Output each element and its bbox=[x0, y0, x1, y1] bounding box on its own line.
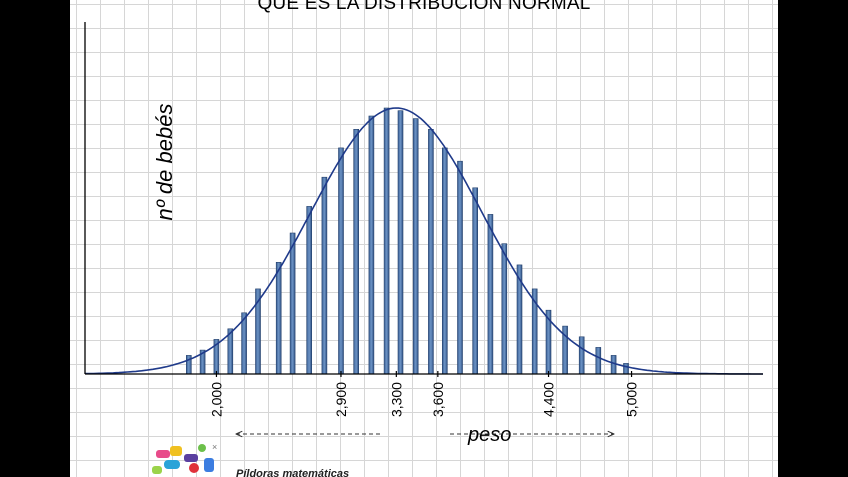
bar bbox=[353, 129, 360, 375]
x-tick-label: 4,400 bbox=[541, 382, 557, 417]
svg-text:×: × bbox=[212, 442, 217, 452]
normal-curve bbox=[85, 107, 763, 375]
bar bbox=[457, 160, 463, 375]
bar bbox=[610, 355, 617, 375]
bar bbox=[383, 107, 390, 375]
x-tick-label: 5,000 bbox=[624, 382, 640, 417]
bar bbox=[578, 336, 585, 375]
bar bbox=[368, 115, 375, 375]
bar bbox=[338, 147, 344, 375]
bar bbox=[289, 232, 296, 375]
bar bbox=[501, 243, 508, 375]
x-tick-label: 2,900 bbox=[333, 382, 349, 417]
bar bbox=[595, 347, 602, 375]
bar bbox=[275, 261, 282, 375]
logo-text: Píldoras matemáticas bbox=[236, 468, 350, 477]
normal-distribution-chart: 2,000 2,900 3,300 3,600 4,400 5,000 bbox=[84, 22, 763, 477]
bar bbox=[441, 147, 448, 375]
bar bbox=[428, 129, 434, 375]
x-tick-label: 2,000 bbox=[208, 382, 224, 417]
bar bbox=[321, 176, 328, 375]
bar bbox=[623, 363, 629, 375]
x-tick-label: 3,600 bbox=[430, 382, 446, 417]
x-tick-label: 3,300 bbox=[388, 382, 404, 417]
bar bbox=[487, 214, 494, 375]
bars-group bbox=[186, 107, 629, 375]
x-axis-label: peso bbox=[468, 424, 512, 446]
bar bbox=[397, 110, 404, 375]
bar bbox=[412, 118, 419, 375]
bar bbox=[306, 206, 312, 375]
x-ticks-group: 2,000 2,900 3,300 3,600 4,400 5,000 bbox=[208, 371, 640, 417]
bar bbox=[472, 187, 479, 375]
logo-pills-icon: × bbox=[152, 442, 217, 474]
page-title: QUE ES LA DISTRIBUCIÓN NORMAL bbox=[257, 0, 591, 14]
slide: QUE ES LA DISTRIBUCIÓN NORMAL nº de bebé… bbox=[70, 0, 778, 477]
